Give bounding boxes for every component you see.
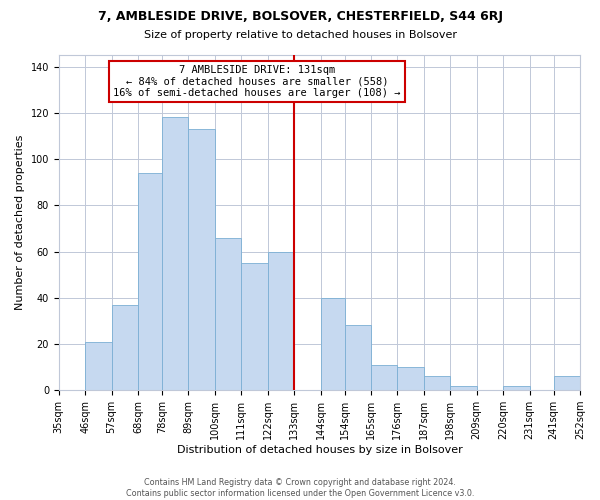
Bar [397,367,424,390]
Bar [138,173,162,390]
Bar [450,386,477,390]
Text: Size of property relative to detached houses in Bolsover: Size of property relative to detached ho… [143,30,457,40]
Bar [85,342,112,390]
X-axis label: Distribution of detached houses by size in Bolsover: Distribution of detached houses by size … [176,445,462,455]
Bar [424,376,450,390]
Text: Contains HM Land Registry data © Crown copyright and database right 2024.
Contai: Contains HM Land Registry data © Crown c… [126,478,474,498]
Bar [320,298,344,390]
Bar [268,252,294,390]
Bar [188,129,215,390]
Y-axis label: Number of detached properties: Number of detached properties [15,135,25,310]
Text: 7, AMBLESIDE DRIVE, BOLSOVER, CHESTERFIELD, S44 6RJ: 7, AMBLESIDE DRIVE, BOLSOVER, CHESTERFIE… [97,10,503,23]
Bar [503,386,530,390]
Bar [241,263,268,390]
Bar [344,326,371,390]
Bar [215,238,241,390]
Bar [112,304,138,390]
Text: 7 AMBLESIDE DRIVE: 131sqm
← 84% of detached houses are smaller (558)
16% of semi: 7 AMBLESIDE DRIVE: 131sqm ← 84% of detac… [113,65,401,98]
Bar [162,118,188,390]
Bar [554,376,580,390]
Bar [371,365,397,390]
